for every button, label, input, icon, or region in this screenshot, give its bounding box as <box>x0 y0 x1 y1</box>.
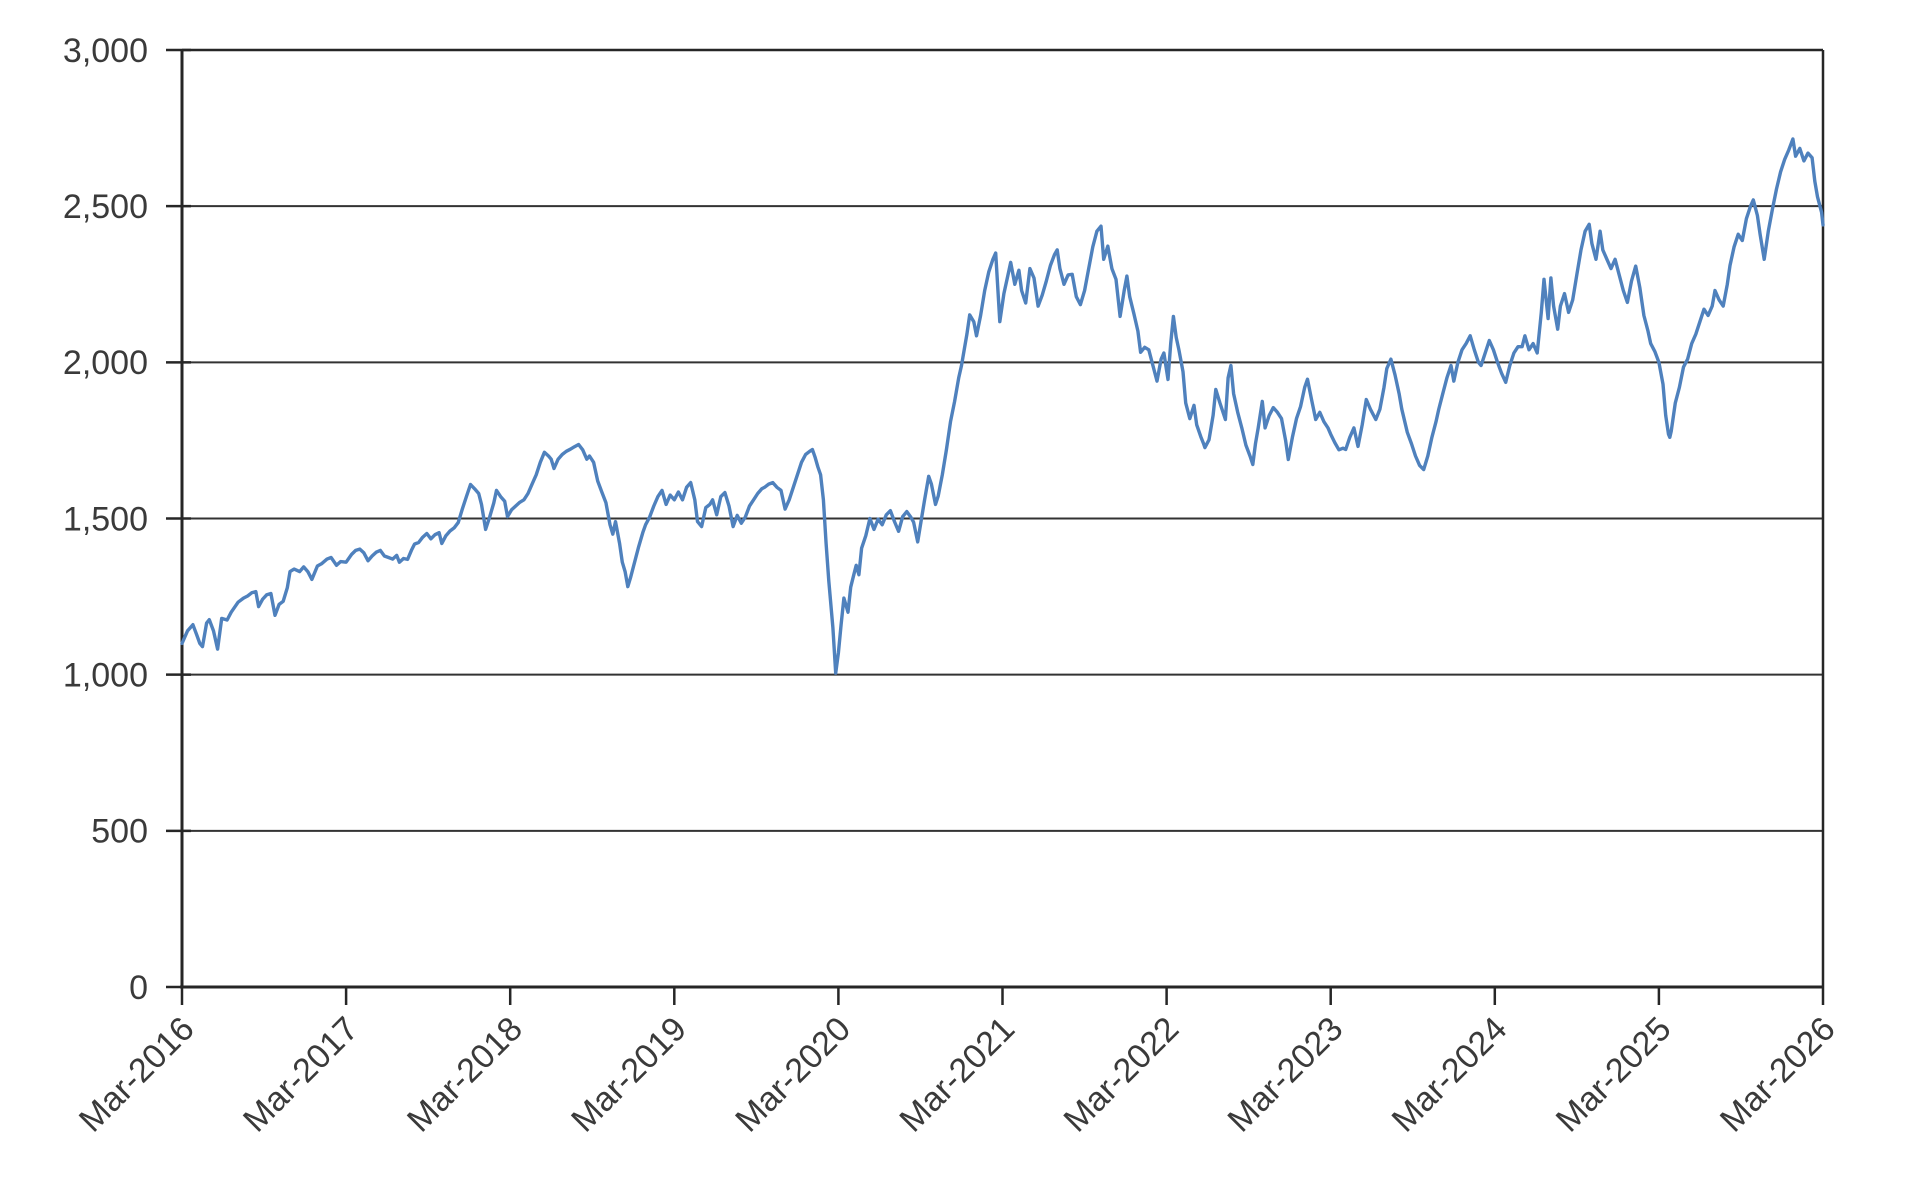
y-tick-label: 2,000 <box>63 344 148 382</box>
y-tick-label: 0 <box>129 969 148 1007</box>
y-tick-label: 1,500 <box>63 500 148 538</box>
y-tick-label: 1,000 <box>63 657 148 695</box>
y-tick-label: 500 <box>91 813 148 851</box>
y-tick-label: 2,500 <box>63 188 148 226</box>
y-tick-label: 3,000 <box>63 32 148 70</box>
series-line <box>180 137 1825 675</box>
